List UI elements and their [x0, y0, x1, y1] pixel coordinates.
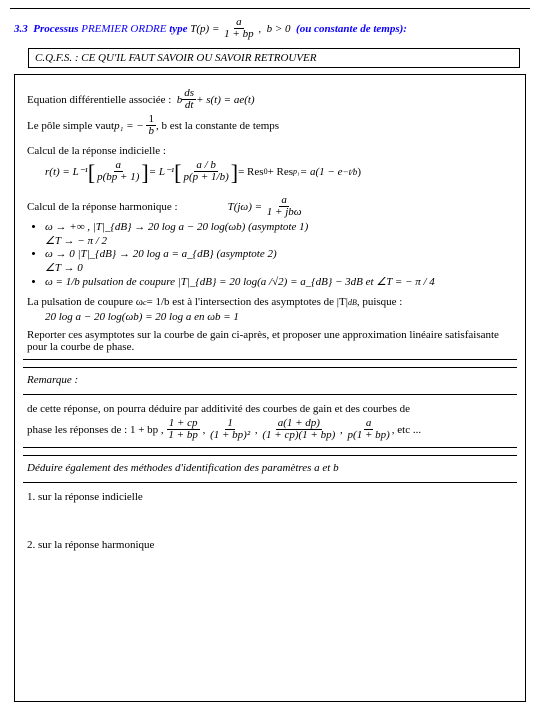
- phase-post: , etc ...: [392, 424, 421, 436]
- deduire-header: Déduire également des méthodes d'identif…: [27, 462, 513, 474]
- ind-lhs: r(t) = L⁻¹: [45, 165, 88, 178]
- harm-row: Calcul de la réponse harmonique : T(jω) …: [27, 195, 513, 218]
- harm-den: 1 + jbω: [265, 207, 304, 218]
- asym3-pre: ω = 1/b pulsation de coupure |T|_{dB} = …: [45, 276, 272, 288]
- title-frac: a 1 + bp: [222, 17, 255, 40]
- cqfs-box: C.Q.F.S. : CE QU'IL FAUT SAVOIR OU SAVOI…: [28, 48, 520, 68]
- phase-pre: phase les réponses de : 1 + bp ,: [27, 424, 164, 436]
- pole-den: b: [146, 126, 156, 137]
- ind-f1-den: p(bp + 1): [95, 172, 141, 183]
- phase-f4: a p(1 + bp): [346, 418, 392, 441]
- ind-eq2: = Res: [238, 166, 263, 178]
- section-title: 3.3 Processus PREMIER ORDRE type T(p) = …: [0, 17, 540, 42]
- remarque-header: Remarque :: [27, 374, 513, 386]
- coupure-l2: 20 log a − 20 log(ωb) = 20 log a en ωb =…: [45, 311, 513, 323]
- section-number: 3.3: [14, 23, 28, 35]
- asym3-post: ) = a_{dB} − 3dB et ∠T = − π / 4: [284, 276, 435, 288]
- item2: 2. sur la réponse harmonique: [27, 539, 513, 551]
- tp-eq: T(p) =: [190, 23, 219, 35]
- ind-eq3: = a(1 − e: [300, 166, 343, 178]
- ind-eq1: = L⁻¹: [149, 165, 174, 178]
- asym1-line2: ∠T → − π / 2: [45, 234, 107, 247]
- title-tail: (ou constante de temps):: [296, 23, 407, 35]
- phase-row: phase les réponses de : 1 + bp , 1 + cp …: [27, 418, 513, 441]
- ind-exp: −t⁄b: [342, 167, 357, 177]
- item1: 1. sur la réponse indicielle: [27, 491, 513, 503]
- section-premier: PREMIER ORDRE: [81, 23, 166, 35]
- ind-plus: + Res: [268, 166, 293, 178]
- pf3d: (1 + cp)(1 + bp): [260, 430, 337, 441]
- indicial-label: Calcul de la réponse indicielle :: [27, 145, 513, 157]
- report-text: Reporter ces asymptotes sur la courbe de…: [27, 329, 513, 353]
- pf4d: p(1 + bp): [346, 430, 392, 441]
- asym3-sqrt: √2: [272, 276, 284, 288]
- coupure-mid: = 1/b est à l'intersection des asymptote…: [147, 296, 348, 308]
- sep3: [23, 447, 517, 456]
- ind-f2-den: p(p + 1/b): [181, 172, 230, 183]
- pf1d: 1 + bp: [166, 430, 199, 441]
- eq-diff-tail: + s(t) = ae(t): [196, 94, 255, 106]
- pole-pre: Le pôle simple vaut: [27, 120, 114, 132]
- top-rule: [10, 8, 530, 9]
- ind-close: ): [357, 166, 361, 178]
- indicial-row: r(t) = L⁻¹ [ a p(bp + 1) ] = L⁻¹ [ a / b…: [45, 160, 513, 183]
- coupure-row: La pulsation de coupure ωc = 1/b est à l…: [27, 296, 513, 308]
- asym2-line: ω → 0 |T|_{dB} → 20 log a = a_{dB} (asym…: [45, 248, 277, 260]
- harm-lhs: T(jω) =: [228, 201, 262, 213]
- asym3: ω = 1/b pulsation de coupure |T|_{dB} = …: [45, 275, 513, 288]
- coupure-pre: La pulsation de coupure ω: [27, 296, 143, 308]
- asymptote-list: ω → +∞ , |T|_{dB} → 20 log a − 20 log(ωb…: [45, 221, 513, 288]
- ind-f1: a p(bp + 1): [95, 160, 141, 183]
- asym2-line2: ∠T → 0: [45, 261, 83, 274]
- pole-post: , b est la constante de temps: [156, 120, 279, 132]
- b-cond: b > 0: [267, 23, 291, 35]
- phase-f3: a(1 + dp) (1 + cp)(1 + bp): [260, 418, 337, 441]
- asym1: ω → +∞ , |T|_{dB} → 20 log a − 20 log(ωb…: [45, 221, 513, 246]
- section-type: type: [169, 23, 187, 35]
- eq-diff-label: Equation différentielle associée :: [27, 94, 171, 106]
- harm-frac: a 1 + jbω: [265, 195, 304, 218]
- main-frame: Equation différentielle associée : b ds …: [14, 74, 526, 702]
- eq-diff-den: dt: [183, 100, 196, 111]
- asym1-line: ω → +∞ , |T|_{dB} → 20 log a − 20 log(ωb…: [45, 221, 308, 233]
- phase-f1: 1 + cp 1 + bp: [166, 418, 199, 441]
- pf2d: (1 + bp)²: [208, 430, 252, 441]
- asym2: ω → 0 |T|_{dB} → 20 log a = a_{dB} (asym…: [45, 248, 513, 273]
- phase-f2: 1 (1 + bp)²: [208, 418, 252, 441]
- eq-diff-row: Equation différentielle associée : b ds …: [27, 88, 513, 111]
- harm-label: Calcul de la réponse harmonique :: [27, 201, 178, 213]
- coupure-end: , puisque :: [357, 296, 403, 308]
- sep4: [23, 482, 517, 483]
- pole-p1: p₁ = −: [114, 120, 144, 132]
- ind-resp: p₁: [293, 167, 300, 176]
- coupure-subdb: dB: [348, 298, 357, 307]
- ind-f2: a / b p(p + 1/b): [181, 160, 230, 183]
- sep1: [23, 359, 517, 368]
- pole-frac: 1 b: [146, 114, 156, 137]
- title-frac-den: 1 + bp: [222, 29, 255, 40]
- section-proc: Processus: [33, 23, 78, 35]
- sep2: [23, 394, 517, 395]
- remarque-text: de cette réponse, on pourra déduire par …: [27, 403, 513, 415]
- eq-diff-frac: ds dt: [182, 88, 196, 111]
- pole-row: Le pôle simple vaut p₁ = − 1 b , b est l…: [27, 114, 513, 137]
